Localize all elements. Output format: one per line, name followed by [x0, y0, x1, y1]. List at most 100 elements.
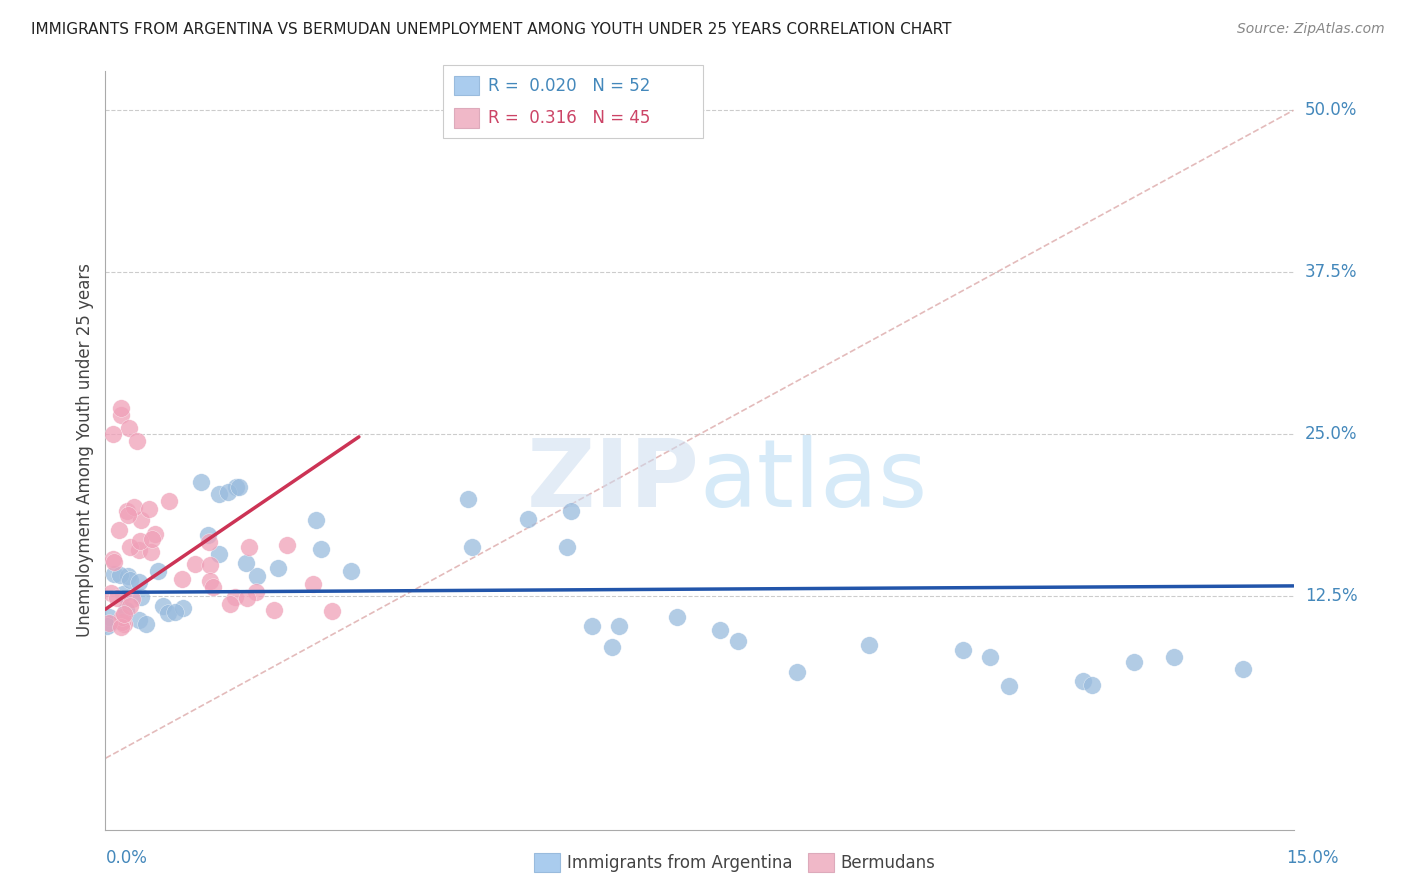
Point — [98, 616, 121, 631]
Point — [148, 564, 170, 578]
Point — [107, 523, 129, 537]
Point — [208, 547, 231, 561]
Point — [224, 591, 246, 605]
Text: R =  0.020   N = 52: R = 0.020 N = 52 — [488, 77, 650, 95]
Point — [111, 610, 134, 624]
Point — [110, 401, 132, 416]
Point — [461, 540, 484, 554]
Text: atlas: atlas — [700, 434, 928, 527]
Point — [110, 619, 132, 633]
Point — [120, 574, 142, 588]
Point — [263, 603, 285, 617]
Point — [128, 614, 150, 628]
Point — [858, 638, 880, 652]
Point — [238, 540, 260, 554]
Point — [228, 480, 250, 494]
Point — [267, 561, 290, 575]
Point — [219, 598, 242, 612]
Point — [138, 501, 160, 516]
Point — [305, 513, 328, 527]
Text: Source: ZipAtlas.com: Source: ZipAtlas.com — [1237, 22, 1385, 37]
Point — [997, 679, 1019, 693]
Point — [786, 665, 808, 679]
Point — [128, 542, 150, 557]
Point — [117, 569, 139, 583]
Point — [96, 619, 118, 633]
Point — [108, 568, 131, 582]
Text: R =  0.316   N = 45: R = 0.316 N = 45 — [488, 109, 650, 127]
Point — [457, 491, 479, 506]
Point — [112, 607, 135, 621]
Point — [581, 618, 603, 632]
Point — [117, 508, 139, 522]
Point — [111, 587, 134, 601]
Point — [98, 616, 121, 631]
Point — [208, 487, 231, 501]
Text: Bermudans: Bermudans — [841, 854, 935, 871]
Point — [952, 643, 974, 657]
Point — [165, 605, 187, 619]
Point — [236, 591, 259, 605]
Text: 37.5%: 37.5% — [1305, 263, 1357, 281]
Point — [100, 585, 122, 599]
Point — [198, 574, 221, 588]
Point — [555, 541, 578, 555]
Point — [127, 434, 149, 448]
Text: ZIP: ZIP — [527, 434, 700, 527]
Point — [1122, 655, 1144, 669]
Point — [321, 604, 343, 618]
Point — [197, 528, 219, 542]
Point — [111, 615, 134, 629]
Point — [129, 513, 152, 527]
Point — [302, 577, 325, 591]
Point — [135, 617, 157, 632]
Point — [339, 564, 361, 578]
Point — [202, 580, 225, 594]
Point — [709, 623, 731, 637]
Point — [190, 475, 212, 489]
Point — [217, 484, 239, 499]
Point — [129, 590, 152, 604]
Point — [118, 421, 141, 435]
Point — [103, 566, 125, 581]
Point — [112, 616, 135, 631]
Point — [115, 504, 138, 518]
Point — [157, 606, 180, 620]
Point — [105, 591, 128, 605]
Point — [120, 599, 142, 613]
Point — [139, 545, 162, 559]
Point — [118, 540, 141, 554]
Point — [235, 557, 257, 571]
Text: 12.5%: 12.5% — [1305, 587, 1357, 606]
Point — [197, 534, 219, 549]
Text: Immigrants from Argentina: Immigrants from Argentina — [567, 854, 792, 871]
Point — [115, 603, 138, 617]
Point — [122, 500, 145, 515]
Point — [110, 408, 132, 422]
Point — [143, 527, 166, 541]
Point — [1232, 662, 1254, 676]
Text: 15.0%: 15.0% — [1286, 849, 1339, 867]
Point — [183, 557, 205, 571]
Point — [128, 574, 150, 589]
Point — [516, 512, 538, 526]
Point — [128, 533, 150, 548]
Point — [1071, 673, 1094, 688]
Point — [172, 572, 194, 586]
Point — [121, 592, 143, 607]
Point — [600, 640, 623, 654]
Point — [103, 427, 125, 442]
Point — [245, 584, 267, 599]
Text: IMMIGRANTS FROM ARGENTINA VS BERMUDAN UNEMPLOYMENT AMONG YOUTH UNDER 25 YEARS CO: IMMIGRANTS FROM ARGENTINA VS BERMUDAN UN… — [31, 22, 952, 37]
Point — [152, 599, 174, 613]
Point — [225, 480, 247, 494]
Point — [1163, 650, 1185, 665]
Point — [198, 558, 221, 573]
Text: 50.0%: 50.0% — [1305, 102, 1357, 120]
Point — [276, 538, 298, 552]
Point — [157, 494, 180, 508]
Point — [172, 600, 194, 615]
Point — [311, 541, 333, 556]
Point — [666, 610, 689, 624]
Point — [1081, 678, 1104, 692]
